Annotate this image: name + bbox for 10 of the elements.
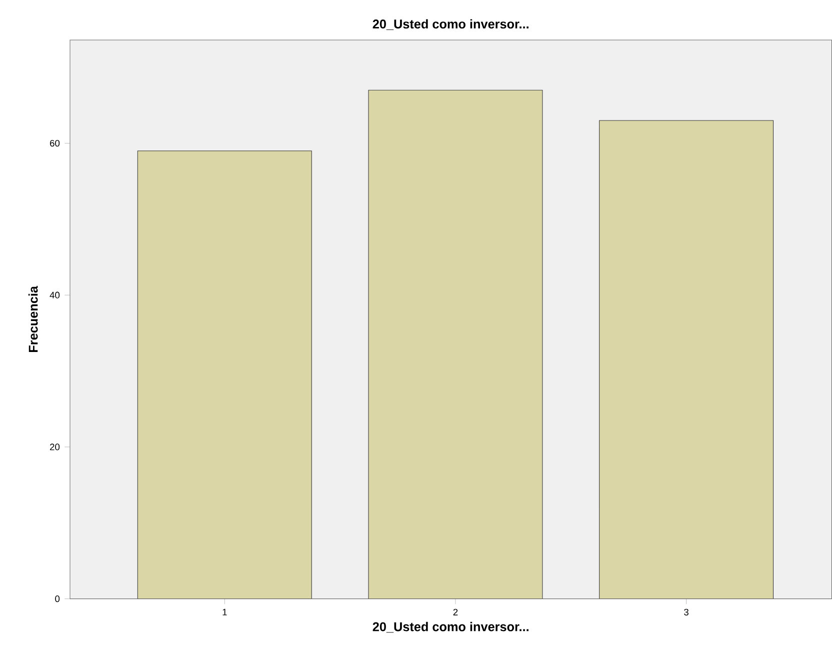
y-tick-label: 20 — [50, 444, 60, 450]
x-tick-label: 3 — [684, 608, 688, 616]
y-axis-title: Frecuencia — [28, 286, 38, 352]
chart-title: 20_Usted como inversor... — [372, 19, 528, 30]
y-tick-label: 60 — [50, 140, 60, 147]
y-tick-label: 40 — [50, 292, 60, 298]
x-axis-title: 20_Usted como inversor... — [372, 622, 528, 633]
x-tick-label: 2 — [453, 608, 458, 616]
y-tick-label: 0 — [55, 596, 60, 602]
x-tick-label: 1 — [222, 608, 227, 616]
